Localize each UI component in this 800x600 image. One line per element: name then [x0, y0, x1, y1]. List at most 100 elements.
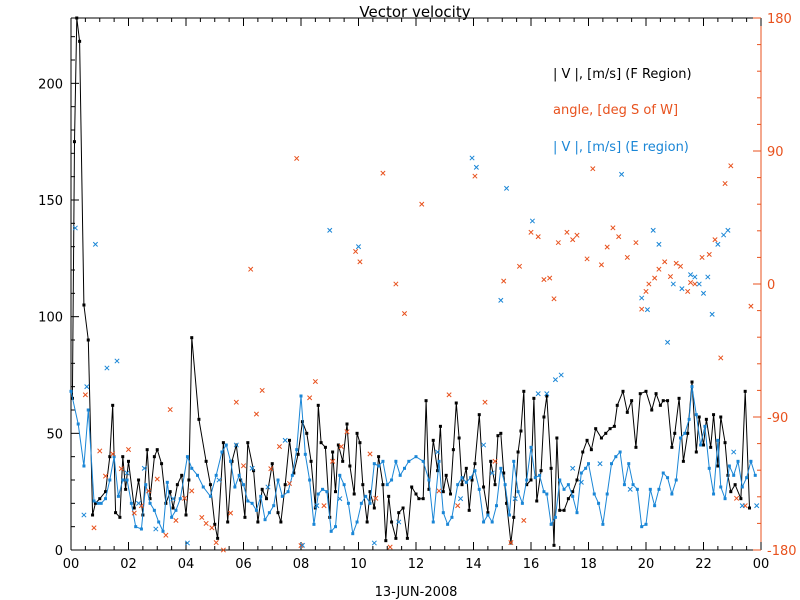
data-point [86, 408, 90, 412]
data-point [589, 448, 593, 452]
data-point [743, 389, 747, 393]
data-point [407, 459, 411, 463]
data-point [178, 497, 182, 501]
data-point-x [652, 275, 658, 281]
data-point-x [712, 237, 718, 243]
data-point-x [692, 281, 698, 287]
data-point [213, 522, 217, 526]
data-point [438, 424, 442, 428]
x-tick-label: 22 [695, 557, 712, 572]
data-point-x [541, 277, 547, 283]
data-point [137, 478, 141, 482]
data-point [384, 539, 388, 543]
data-point [599, 436, 603, 440]
data-point [414, 492, 418, 496]
data-point-x [679, 286, 685, 292]
data-point [243, 515, 247, 519]
data-point-x [307, 395, 313, 401]
x-tick-label: 14 [465, 557, 482, 572]
data-point [170, 515, 174, 519]
data-point [220, 450, 224, 454]
data-point [121, 455, 125, 459]
data-point [535, 499, 539, 503]
data-point [489, 459, 493, 463]
data-point [348, 464, 352, 468]
data-point [260, 487, 264, 491]
data-point [319, 441, 323, 445]
data-point-x [276, 444, 282, 450]
data-point [424, 399, 428, 403]
data-point [473, 462, 477, 466]
data-point [503, 483, 507, 487]
data-point [338, 473, 342, 477]
data-point-x [337, 496, 343, 502]
data-point [233, 485, 237, 489]
data-point-x [286, 480, 293, 487]
data-point-x [734, 495, 740, 501]
data-point [250, 501, 254, 505]
data-point [160, 462, 164, 466]
data-point-x [233, 399, 239, 405]
data-point-x [170, 496, 176, 502]
data-point [171, 506, 175, 510]
data-point [690, 380, 694, 384]
data-point-x [656, 241, 662, 247]
data-point [545, 492, 549, 496]
data-point [749, 459, 753, 463]
data-point-x [118, 466, 124, 472]
data-point [196, 473, 199, 477]
data-point [421, 497, 425, 501]
data-point [702, 443, 705, 447]
data-point [585, 438, 589, 442]
data-point [405, 536, 409, 540]
data-point [121, 478, 125, 482]
data-point [359, 501, 363, 505]
data-point [539, 469, 543, 473]
data-point [325, 490, 329, 494]
data-point [694, 413, 698, 417]
data-point [352, 492, 356, 496]
data-point [239, 478, 243, 482]
data-point [336, 443, 340, 447]
series-line [71, 17, 750, 546]
data-point [197, 417, 201, 421]
data-point [736, 459, 740, 463]
data-point [165, 480, 169, 484]
data-point-x [253, 411, 259, 417]
data-point [631, 483, 635, 487]
data-point [385, 483, 389, 487]
data-point [745, 476, 749, 480]
data-point [116, 494, 120, 498]
data-point [538, 473, 542, 477]
data-point-x [598, 262, 604, 268]
data-point-x [670, 281, 676, 287]
data-point [267, 511, 271, 515]
left-y-tick-label: 200 [38, 77, 63, 92]
data-point-x [633, 240, 639, 246]
data-point-x [529, 218, 535, 224]
data-point [441, 511, 445, 515]
data-point [127, 459, 130, 463]
data-point-x [673, 260, 679, 266]
data-point [381, 483, 385, 487]
data-point [431, 438, 435, 442]
data-point-x [220, 547, 226, 553]
data-point-x [419, 201, 425, 207]
data-point-x [688, 272, 694, 278]
data-point [520, 501, 524, 505]
data-point [644, 522, 648, 526]
data-point [490, 520, 494, 524]
data-point [571, 494, 575, 498]
data-point-x [312, 378, 318, 385]
tick-layer: 00 02 04 06 08 10 12 14 16 18 20 22 00050100150200-1… [38, 12, 796, 572]
data-point-x [754, 503, 760, 509]
data-point [342, 483, 346, 487]
data-point [542, 490, 546, 494]
data-point [605, 492, 609, 496]
data-point-x [748, 303, 754, 309]
left-y-tick-label: 100 [38, 311, 63, 326]
data-point-x [555, 240, 561, 246]
data-point [316, 492, 320, 496]
data-point [562, 487, 566, 491]
data-point-x [344, 429, 350, 435]
